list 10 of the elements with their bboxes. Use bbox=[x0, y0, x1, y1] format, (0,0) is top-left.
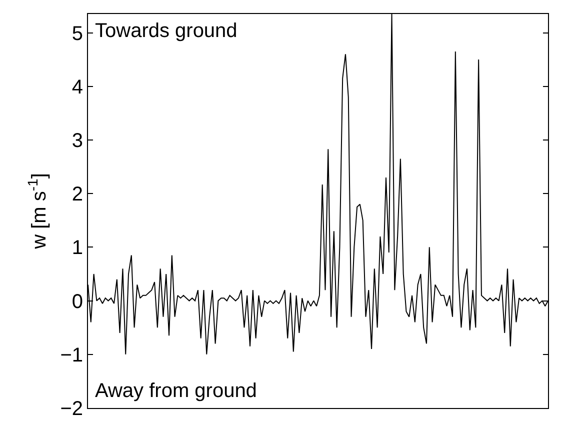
y-tick-label: 2 bbox=[72, 184, 83, 206]
y-tick-label: −1 bbox=[60, 344, 83, 366]
annotation: Away from ground bbox=[95, 380, 257, 402]
y-tick-label: 0 bbox=[72, 290, 83, 313]
y-tick-label: 3 bbox=[72, 130, 83, 152]
annotation: Towards ground bbox=[95, 20, 238, 42]
y-tick-label: 5 bbox=[72, 22, 83, 45]
y-tick-label: 1 bbox=[72, 237, 83, 260]
y-tick-label: 4 bbox=[72, 76, 83, 98]
y-tick-label: −2 bbox=[60, 398, 83, 420]
